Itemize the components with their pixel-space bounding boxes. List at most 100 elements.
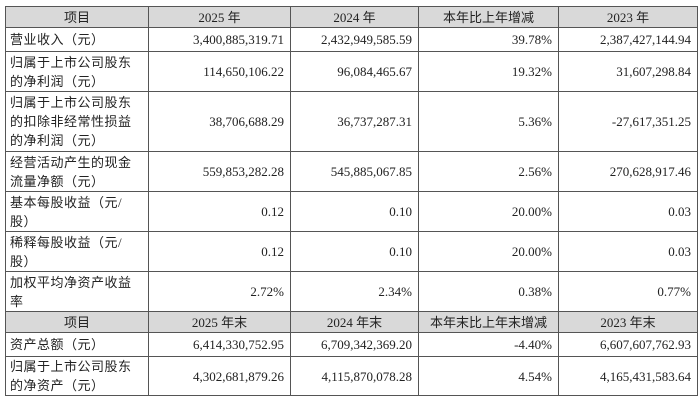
value-cell: 0.38%: [418, 271, 559, 312]
value-text: 2.72%: [250, 284, 284, 299]
value-cell: 4.54%: [418, 356, 559, 396]
value-cell: 0.12: [148, 231, 291, 272]
value-text: 0.38%: [518, 284, 552, 299]
value-text: 96,084,465.67: [337, 64, 412, 79]
value-cell: 6,607,607,762.93: [558, 332, 698, 357]
value-text: 2.56%: [518, 164, 552, 179]
value-text: 270,628,917.46: [609, 164, 691, 179]
header-cell: 本年末比上年末增减: [418, 311, 559, 333]
value-cell: 20.00%: [418, 231, 559, 272]
header-cell: 2025 年: [148, 6, 291, 28]
label-cell: 基本每股收益（元/股）: [5, 191, 149, 232]
value-text: 4,115,870,078.28: [321, 368, 412, 384]
value-text: 0.12: [261, 204, 284, 219]
data-row: 归属于上市公司股东的净资产（元） 4,302,681,879.26 4,115,87…: [5, 356, 698, 396]
label-cell: 资产总额（元）: [5, 332, 149, 357]
value-cell: 559,853,282.28: [148, 151, 291, 192]
value-text: 2,387,427,144.94: [600, 32, 691, 47]
value-cell: 6,414,330,752.95: [148, 332, 291, 357]
value-text: 114,650,106.22: [203, 64, 284, 79]
value-cell: 0.03: [558, 231, 698, 272]
value-text: 3,400,885,319.71: [193, 32, 284, 47]
value-text: 4,302,681,879.26: [193, 368, 284, 384]
header-cell: 项目: [5, 6, 149, 28]
value-text: 545,885,067.85: [330, 164, 412, 179]
value-text: 2.34%: [378, 284, 412, 299]
value-cell: 0.10: [290, 231, 419, 272]
label-text: 基本每股收益（元/股）: [10, 194, 123, 229]
value-cell: 96,084,465.67: [290, 51, 419, 92]
value-cell: 3,400,885,319.71: [148, 27, 291, 52]
financial-table: 项目 2025 年 2024 年本年比上年增减 2023 年营业收入（元） 3,400,…: [5, 6, 698, 396]
value-text: 0.12: [261, 244, 284, 259]
label-cell: 归属于上市公司股东的净利润（元）: [5, 51, 149, 92]
label-cell: 归属于上市公司股东的扣除非经常性损益的净利润（元）: [5, 91, 149, 152]
table-body: 项目 2025 年 2024 年本年比上年增减 2023 年营业收入（元） 3,400,…: [5, 6, 698, 396]
value-cell: 2.72%: [148, 271, 291, 312]
value-text: 2,432,949,585.59: [321, 32, 412, 47]
value-cell: 4,115,870,078.28: [290, 356, 419, 396]
value-cell: 39.78%: [418, 27, 559, 52]
label-text: 归属于上市公司股东的净资产（元）: [10, 359, 132, 393]
label-text: 归属于上市公司股东的扣除非经常性损益的净利润（元）: [10, 95, 132, 148]
value-cell: 0.03: [558, 191, 698, 232]
value-text: 38,706,688.29: [209, 114, 284, 129]
header-cell: 本年比上年增减: [418, 6, 559, 28]
label-cell: 加权平均净资产收益率: [5, 271, 149, 312]
value-cell: 38,706,688.29: [148, 91, 291, 152]
label-text: 加权平均净资产收益率: [10, 274, 132, 309]
value-text: 6,414,330,752.95: [193, 337, 284, 352]
value-text: 19.32%: [511, 64, 552, 79]
value-cell: -27,617,351.25: [558, 91, 698, 152]
value-text: 6,709,342,369.20: [321, 337, 412, 352]
data-row: 营业收入（元） 3,400,885,319.71 2,432,949,585.59 3…: [5, 27, 698, 52]
value-text: 0.03: [668, 244, 691, 259]
value-cell: 20.00%: [418, 191, 559, 232]
value-text: 0.10: [389, 204, 412, 219]
value-cell: 2.34%: [290, 271, 419, 312]
label-cell: 营业收入（元）: [5, 27, 149, 52]
header-cell: 2023 年末: [558, 311, 698, 333]
data-row: 经营活动产生的现金流量净额（元） 559,853,282.28 545,885,06…: [5, 151, 698, 192]
value-cell: 114,650,106.22: [148, 51, 291, 92]
value-cell: 2,387,427,144.94: [558, 27, 698, 52]
value-cell: 0.77%: [558, 271, 698, 312]
value-cell: 5.36%: [418, 91, 559, 152]
value-text: 4,165,431,583.64: [600, 368, 691, 384]
value-text: -27,617,351.25: [611, 114, 691, 129]
header-cell: 2025 年末: [148, 311, 291, 333]
value-cell: 31,607,298.84: [558, 51, 698, 92]
data-row: 稀释每股收益（元/股） 0.12 0.10 20.00% 0.03: [5, 231, 698, 272]
data-row: 资产总额（元） 6,414,330,752.95 6,709,342,369.20 -…: [5, 332, 698, 357]
label-cell: 稀释每股收益（元/股）: [5, 231, 149, 272]
header-cell: 项目: [5, 311, 149, 333]
value-text: 0.10: [389, 244, 412, 259]
value-text: 5.36%: [518, 114, 552, 129]
label-cell: 归属于上市公司股东的净资产（元）: [5, 356, 149, 396]
value-cell: 2,432,949,585.59: [290, 27, 419, 52]
header-cell: 2023 年: [558, 6, 698, 28]
label-text: 归属于上市公司股东的净利润（元）: [10, 54, 132, 89]
data-row: 基本每股收益（元/股） 0.12 0.10 20.00% 0.03: [5, 191, 698, 232]
value-text: 6,607,607,762.93: [600, 337, 691, 352]
value-cell: 0.10: [290, 191, 419, 232]
header-cell: 2024 年末: [290, 311, 419, 333]
value-text: 0.03: [668, 204, 691, 219]
value-cell: -4.40%: [418, 332, 559, 357]
label-text: 营业收入（元）: [10, 32, 105, 47]
value-text: 20.00%: [511, 204, 552, 219]
header-row: 项目 2025 年 2024 年本年比上年增减 2023 年: [5, 6, 698, 28]
value-cell: 4,302,681,879.26: [148, 356, 291, 396]
value-cell: 545,885,067.85: [290, 151, 419, 192]
value-text: 20.00%: [511, 244, 552, 259]
label-text: 经营活动产生的现金流量净额（元）: [10, 154, 132, 189]
data-row: 加权平均净资产收益率 2.72% 2.34% 0.38% 0.77%: [5, 271, 698, 312]
header-row: 项目 2025 年末 2024 年末 本年末比上年末增减 2023 年末: [5, 311, 698, 333]
label-text: 资产总额（元）: [10, 337, 105, 352]
value-cell: 19.32%: [418, 51, 559, 92]
value-cell: 270,628,917.46: [558, 151, 698, 192]
header-cell: 2024 年: [290, 6, 419, 28]
value-text: 31,607,298.84: [616, 64, 691, 79]
data-row: 归属于上市公司股东的净利润（元） 114,650,106.22 96,084,465…: [5, 51, 698, 92]
value-text: -4.40%: [514, 337, 552, 352]
